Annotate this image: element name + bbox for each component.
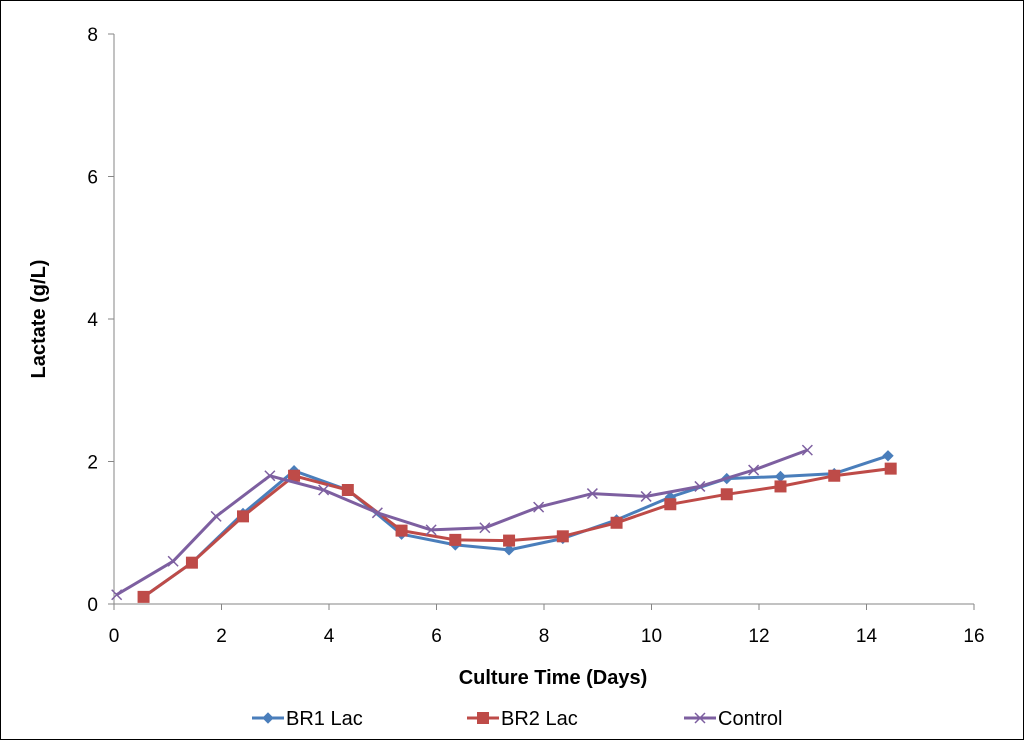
series-br1-lac — [137, 450, 894, 603]
data-point-br2-lac — [720, 488, 733, 501]
data-point-br2-lac — [237, 510, 249, 523]
y-tick-label: 8 — [87, 25, 98, 46]
series-control — [111, 444, 813, 601]
x-tick-label: 6 — [431, 626, 442, 647]
legend-label-br1-lac: BR1 Lac — [286, 708, 363, 730]
y-axis-title: Lactate (g/L) — [28, 260, 50, 379]
data-point-br2-lac — [288, 469, 301, 482]
data-point-control — [694, 480, 706, 492]
legend: BR1 Lac BR2 Lac Control — [252, 708, 782, 730]
x-axis-title: Culture Time (Days) — [459, 667, 648, 689]
data-point-control — [748, 464, 760, 476]
data-point-br1-lac — [774, 470, 787, 483]
data-point-control — [111, 589, 123, 601]
data-point-br1-lac — [503, 544, 515, 556]
data-point-br2-lac — [449, 533, 462, 546]
x-tick-label: 8 — [539, 626, 550, 647]
legend-item-br1-lac: BR1 Lac — [252, 708, 363, 730]
x-tick-label: 12 — [748, 626, 769, 647]
data-point-control — [640, 490, 652, 502]
data-point-br2-lac — [610, 516, 623, 529]
legend-marker-control — [694, 712, 706, 724]
legend-item-br2-lac: BR2 Lac — [467, 708, 578, 730]
y-tick-label: 2 — [87, 453, 98, 474]
x-tick-label: 0 — [109, 626, 120, 647]
y-tick-label: 4 — [87, 310, 98, 331]
legend-item-control: Control — [684, 708, 782, 730]
legend-marker-br1-lac — [262, 712, 274, 724]
data-point-br2-lac — [884, 462, 897, 475]
data-point-control — [371, 507, 383, 519]
data-point-control — [533, 501, 545, 513]
data-point-br2-lac — [503, 534, 516, 547]
x-tick-label: 16 — [963, 626, 984, 647]
legend-label-br2-lac: BR2 Lac — [501, 708, 578, 730]
data-point-br1-lac — [882, 450, 894, 462]
x-tick-label: 10 — [641, 626, 662, 647]
legend-marker-br2-lac — [477, 712, 489, 724]
data-point-br2-lac — [395, 524, 408, 537]
x-tick-label: 14 — [856, 626, 878, 647]
legend-label-control: Control — [718, 708, 782, 730]
series-line-control — [115, 448, 808, 596]
data-point-br2-lac — [828, 469, 841, 482]
data-point-control — [425, 524, 437, 536]
data-point-control — [586, 488, 598, 500]
data-point-br2-lac — [341, 484, 354, 496]
data-point-br2-lac — [556, 530, 569, 543]
data-point-br2-lac — [185, 556, 198, 569]
series-br2-lac — [137, 462, 897, 603]
axes: 0 2 4 6 8 0 2 4 6 8 10 12 14 16 — [87, 25, 984, 647]
data-point-br2-lac — [774, 480, 787, 493]
x-tick-label: 4 — [324, 626, 335, 647]
series-layer — [111, 444, 897, 603]
data-point-control — [264, 470, 276, 482]
data-point-control — [479, 522, 491, 534]
data-point-br2-lac — [137, 590, 150, 603]
y-tick-label: 6 — [87, 168, 98, 189]
data-point-control — [167, 555, 179, 567]
data-point-control — [318, 484, 330, 496]
y-tick-label: 0 — [87, 595, 98, 616]
data-point-br2-lac — [664, 498, 677, 511]
x-tick-label: 2 — [216, 626, 227, 647]
data-point-control — [210, 510, 222, 522]
data-point-control — [801, 444, 813, 456]
